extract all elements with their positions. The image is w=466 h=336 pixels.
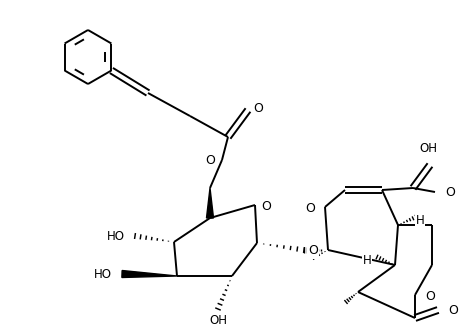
Text: H: H	[363, 253, 371, 266]
Text: OH: OH	[419, 141, 437, 155]
Text: O: O	[308, 245, 318, 257]
Text: O: O	[205, 154, 215, 167]
Text: O: O	[261, 201, 271, 213]
Text: HO: HO	[107, 230, 125, 244]
Polygon shape	[206, 188, 213, 218]
Polygon shape	[122, 270, 177, 278]
Text: O: O	[448, 304, 458, 318]
Text: O: O	[425, 290, 435, 302]
Text: O: O	[253, 101, 263, 115]
Text: O: O	[305, 202, 315, 214]
Text: HO: HO	[94, 268, 112, 282]
Text: H: H	[416, 213, 425, 226]
Text: O: O	[445, 186, 455, 200]
Text: OH: OH	[209, 314, 227, 328]
